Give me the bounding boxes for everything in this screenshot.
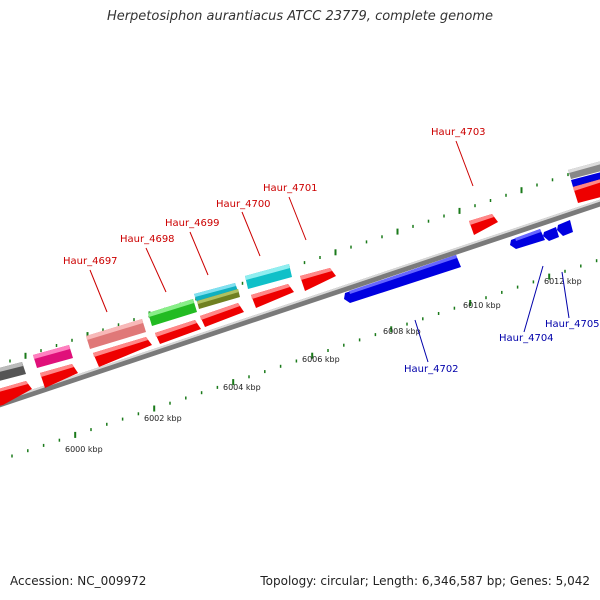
feature-track: [0, 160, 600, 382]
gene-label-leader: [414, 319, 429, 363]
tick-labels: 6000 kbp 6002 kbp 6004 kbp 6006 kbp 6008 kbp…: [65, 277, 582, 454]
gene-label-leader: [523, 265, 544, 333]
gene-label[interactable]: Haur_4699: [165, 218, 220, 229]
gene-label-leader: [455, 140, 474, 187]
tick-label: 6010 kbp: [463, 301, 501, 310]
gene-label-leader: [145, 247, 167, 293]
gene-label[interactable]: Haur_4700: [216, 199, 271, 210]
gene-label-leader: [561, 271, 570, 319]
gene-label-leader: [89, 269, 108, 313]
gene-label-leader: [288, 196, 307, 241]
gene-label-leader: [241, 211, 261, 257]
cds-forward-1[interactable]: [0, 381, 32, 407]
feature-green[interactable]: [148, 299, 197, 326]
tick-label: 6012 kbp: [544, 277, 582, 286]
accession-label: Accession: NC_009972: [10, 574, 147, 588]
feature-grey-right[interactable]: [568, 160, 600, 179]
map-title: Herpetosiphon aurantiacus ATCC 23779, co…: [106, 9, 494, 24]
genome-backbone: [0, 199, 600, 408]
gene-label[interactable]: Haur_4701: [263, 183, 318, 194]
cds-forward-4[interactable]: [155, 320, 201, 344]
tick-label: 6004 kbp: [223, 383, 261, 392]
feature-grey-left[interactable]: [0, 362, 26, 382]
cds-forward-7[interactable]: [300, 268, 336, 291]
gene-label[interactable]: Haur_4698: [120, 234, 175, 245]
tick-label: 6000 kbp: [65, 445, 103, 454]
cds-forward-8[interactable]: [469, 214, 498, 235]
gene-label[interactable]: Haur_4697: [63, 256, 118, 267]
cds-reverse-1[interactable]: [344, 255, 461, 303]
feature-magenta[interactable]: [33, 345, 73, 368]
feature-pink[interactable]: [86, 319, 146, 349]
forward-cds-track: [0, 178, 600, 407]
genome-summary: Topology: circular; Length: 6,346,587 bp…: [260, 574, 590, 588]
cds-forward-9[interactable]: [573, 178, 600, 203]
cds-forward-6[interactable]: [251, 284, 294, 308]
cds-forward-2[interactable]: [40, 364, 78, 388]
cds-reverse-2[interactable]: [510, 229, 545, 249]
cds-forward-5[interactable]: [200, 303, 244, 327]
gene-label-leader: [189, 231, 209, 276]
gene-label[interactable]: Haur_4703: [431, 127, 486, 138]
tick-label: 6006 kbp: [302, 355, 340, 364]
inner-tick-track: [11, 259, 598, 458]
gene-label[interactable]: Haur_4704: [499, 333, 554, 344]
cds-reverse-4[interactable]: [557, 220, 573, 236]
tick-label: 6008 kbp: [383, 327, 421, 336]
feature-blue-right[interactable]: [571, 171, 600, 187]
feature-cyan[interactable]: [245, 264, 292, 289]
feature-cyan-small[interactable]: [194, 283, 238, 302]
gene-label[interactable]: Haur_4705: [545, 319, 600, 330]
gene-label[interactable]: Haur_4702: [404, 364, 459, 375]
feature-olive[interactable]: [197, 289, 240, 309]
reverse-cds-track: [344, 220, 573, 303]
cds-reverse-3[interactable]: [543, 227, 559, 241]
cds-forward-3[interactable]: [93, 337, 152, 367]
tick-label: 6002 kbp: [144, 414, 182, 423]
